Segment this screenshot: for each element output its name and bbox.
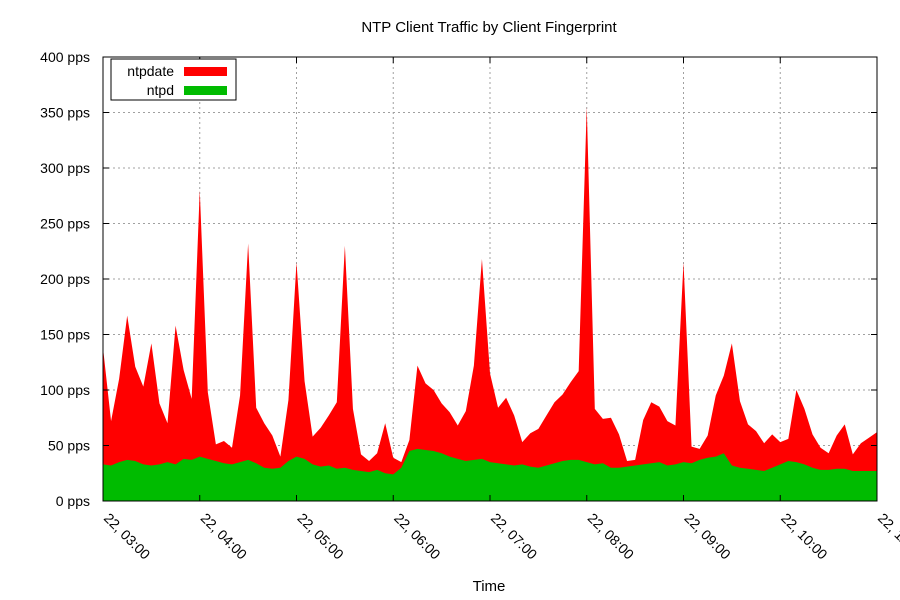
legend-label-ntpd: ntpd — [147, 82, 174, 98]
y-tick-label-4: 200 pps — [40, 271, 90, 287]
area-ntpd — [103, 448, 877, 501]
y-tick-label-7: 350 pps — [40, 105, 90, 121]
legend: ntpdate ntpd — [110, 58, 237, 101]
y-tick-label-1: 50 pps — [48, 438, 90, 454]
y-axis: 0 pps 50 pps 100 pps 150 pps 200 pps 250 pps 3… — [40, 49, 877, 509]
legend-swatch-ntpd — [184, 86, 227, 95]
series-areas — [103, 106, 877, 501]
legend-swatch-ntpdate — [184, 67, 227, 76]
y-tick-label-8: 400 pps — [40, 49, 90, 65]
y-tick-label-6: 300 pps — [40, 160, 90, 176]
y-tick-label-3: 150 pps — [40, 327, 90, 343]
chart-title: NTP Client Traffic by Client Fingerprint — [361, 19, 617, 36]
legend-label-ntpdate: ntpdate — [127, 63, 174, 79]
area-ntpdate — [103, 106, 877, 501]
y-tick-label-5: 250 pps — [40, 216, 90, 232]
area-group — [103, 106, 877, 501]
y-tick-label-2: 100 pps — [40, 382, 90, 398]
x-axis-label: Time — [473, 578, 506, 595]
y-tick-label-0: 0 pps — [56, 493, 90, 509]
